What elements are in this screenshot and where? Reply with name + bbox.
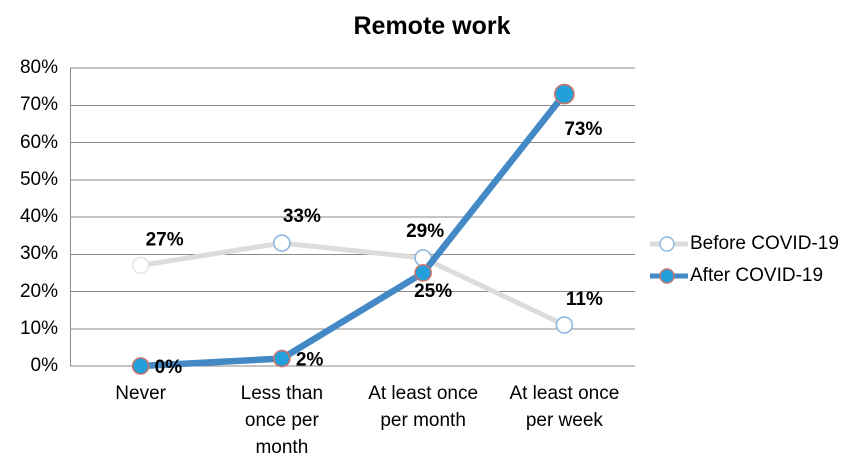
y-axis-tick-label: 20% bbox=[19, 280, 58, 302]
legend-label: After COVID-19 bbox=[690, 265, 824, 286]
data-point-after-covid-19 bbox=[554, 83, 575, 105]
data-point-label: 29% bbox=[406, 221, 444, 242]
data-point-label: 0% bbox=[155, 357, 183, 378]
x-axis-category-label: At least once per week bbox=[509, 383, 620, 431]
x-axis-category-label: Never bbox=[115, 383, 166, 404]
data-point-label: 11% bbox=[566, 289, 603, 310]
x-axis-category-label: Less than once per month bbox=[240, 383, 324, 458]
y-axis-tick-label: 30% bbox=[19, 243, 58, 265]
y-axis-tick-label: 10% bbox=[19, 317, 58, 339]
data-point-label: 27% bbox=[146, 229, 184, 250]
data-point-label: 33% bbox=[283, 206, 321, 227]
legend-marker-before-covid-19 bbox=[650, 236, 688, 252]
x-axis-category-label: At least once per month bbox=[368, 383, 479, 431]
legend-item-before-covid-19: Before COVID-19 bbox=[650, 228, 839, 260]
chart-title: Remote work bbox=[353, 12, 511, 40]
y-axis-tick-label: 50% bbox=[19, 168, 58, 190]
y-axis-tick-label: 40% bbox=[19, 206, 58, 227]
legend: Before COVID-19 After COVID-19 bbox=[650, 228, 839, 292]
data-point-before-covid-19 bbox=[131, 256, 150, 275]
data-point-label: 25% bbox=[414, 281, 452, 302]
data-point-before-covid-19 bbox=[555, 316, 574, 334]
plot-svg: 27% 33% 29% 11% 0% 2% 25% 73% bbox=[70, 67, 635, 378]
series-line-after-covid-19 bbox=[137, 90, 568, 370]
legend-label: Before COVID-19 bbox=[690, 233, 839, 254]
data-point-before-covid-19 bbox=[273, 234, 291, 252]
series-line-before-covid-19 bbox=[138, 240, 567, 328]
data-point-after-covid-19 bbox=[414, 264, 432, 282]
plot-area: 27% 33% 29% 11% 0% 2% 25% 73% bbox=[70, 67, 635, 378]
legend-item-after-covid-19: After COVID-19 bbox=[650, 260, 839, 292]
data-point-after-covid-19 bbox=[131, 357, 150, 375]
y-axis-tick-label: 0% bbox=[30, 355, 58, 376]
y-axis-tick-label: 80% bbox=[19, 57, 58, 78]
data-point-label: 2% bbox=[296, 350, 324, 371]
data-point-label: 73% bbox=[564, 119, 602, 140]
y-axis-tick-label: 70% bbox=[19, 94, 58, 116]
legend-marker-after-covid-19 bbox=[650, 268, 688, 284]
data-point-after-covid-19 bbox=[273, 349, 291, 368]
y-axis-tick-label: 60% bbox=[19, 131, 58, 153]
